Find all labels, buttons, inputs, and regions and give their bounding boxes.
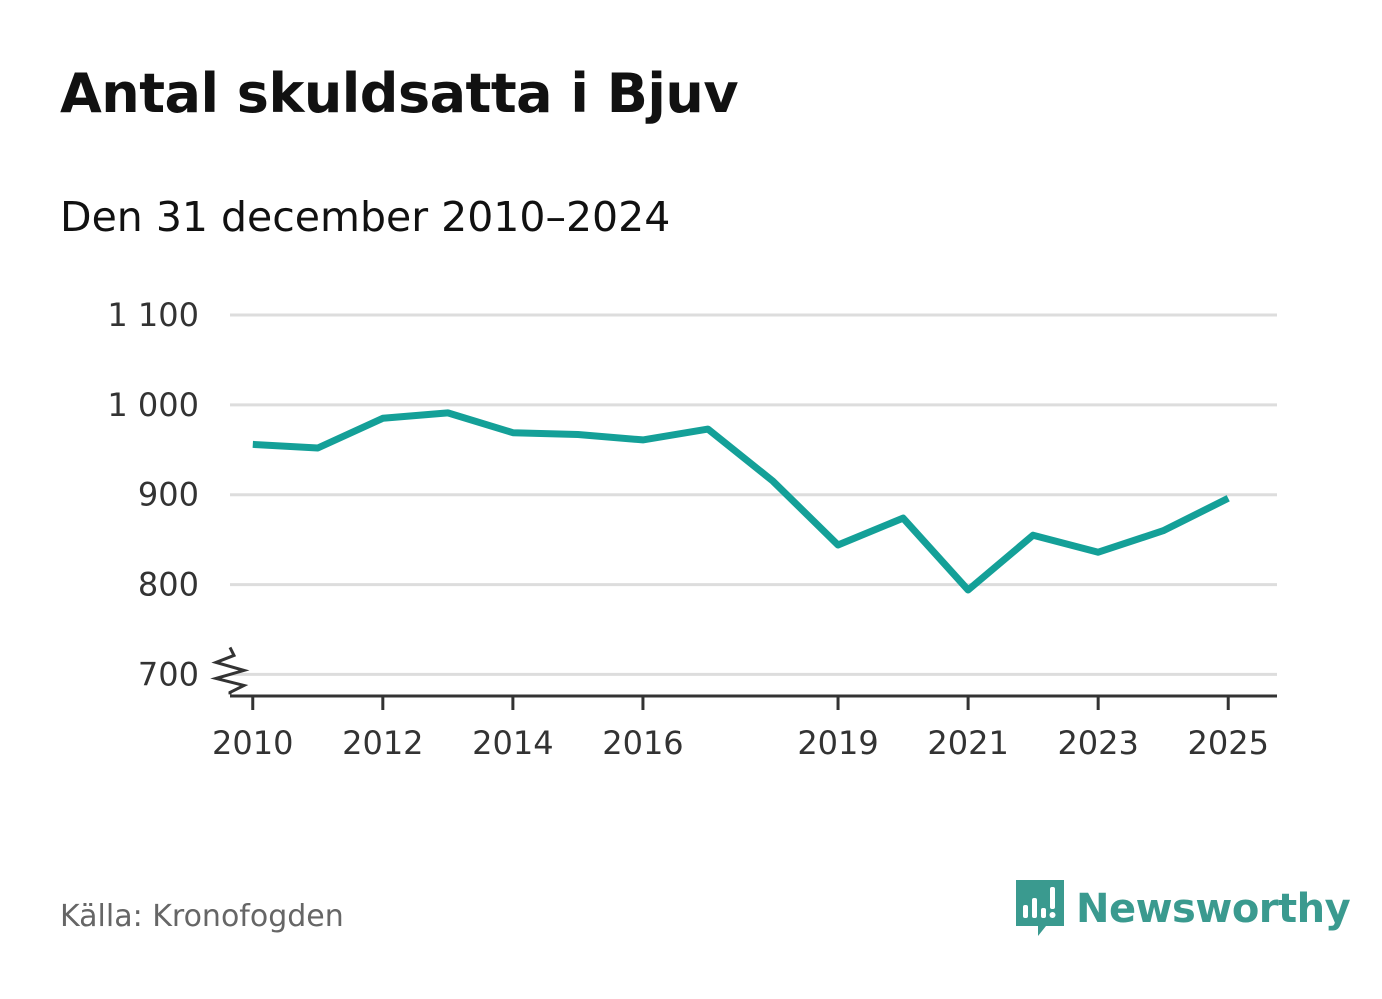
logo-bar-3 [1041, 908, 1046, 918]
logo-bar-4 [1050, 887, 1055, 909]
tick-labels: 700 800 900 1 000 1 100 2010 2012 2014 2016 2019 2… [107, 296, 1269, 762]
chart-subtitle: Den 31 december 2010–2024 [60, 193, 671, 241]
logo-dot [1049, 912, 1056, 918]
newsworthy-logo: Newsworthy [1012, 878, 1351, 940]
series-line-0 [252, 409, 1230, 594]
y-tick-label-1100: 1 100 [107, 296, 199, 334]
x-tick-label-2025: 2025 [1188, 724, 1269, 762]
logo-bar-1 [1023, 905, 1028, 918]
series-layer [252, 409, 1230, 594]
chart-title: Antal skuldsatta i Bjuv [60, 62, 739, 125]
x-tick-label-2019: 2019 [797, 724, 878, 762]
y-tick-label-800: 800 [138, 566, 199, 604]
newsworthy-logo-icon [1016, 880, 1064, 936]
x-tick-label-2021: 2021 [927, 724, 1008, 762]
logo-bar-2 [1032, 898, 1037, 918]
x-tick-label-2012: 2012 [342, 724, 423, 762]
y-tick-label-700: 700 [138, 655, 199, 693]
x-tick-label-2014: 2014 [472, 724, 553, 762]
y-tick-label-1000: 1 000 [107, 386, 199, 424]
x-tick-label-2010: 2010 [212, 724, 293, 762]
source-text: Källa: Kronofogden [60, 899, 344, 934]
x-tick-label-2023: 2023 [1057, 724, 1138, 762]
x-tick-label-2016: 2016 [602, 724, 683, 762]
y-axis-break [210, 646, 250, 695]
y-tick-label-900: 900 [138, 476, 199, 514]
grid-lines [230, 313, 1277, 676]
brand-name: Newsworthy [1076, 886, 1351, 932]
axes [210, 646, 1277, 710]
